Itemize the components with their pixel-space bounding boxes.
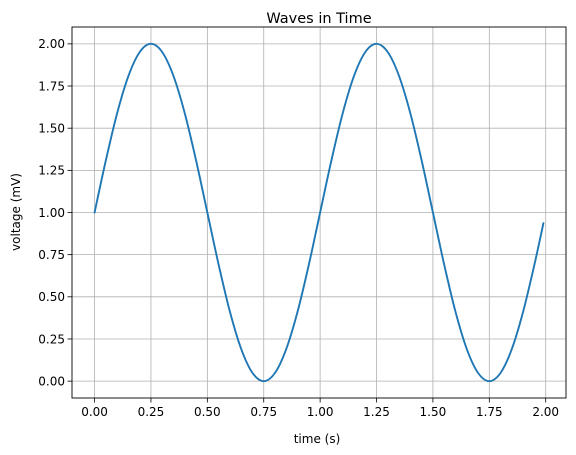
chart-title: Waves in Time [266, 11, 371, 27]
x-axis-label: time (s) [294, 432, 341, 446]
x-tick-label: 1.25 [363, 405, 390, 419]
y-tick-label: 1.75 [38, 79, 65, 93]
y-tick-label: 0.25 [38, 332, 65, 346]
series-line [93, 42, 545, 383]
grid [72, 27, 566, 398]
x-tick-label: 1.50 [420, 405, 447, 419]
y-tick-label: 0.75 [38, 248, 65, 262]
y-axis-ticks: 0.00 0.25 0.50 0.75 1.00 1.25 1.50 1.75 2.00 [38, 37, 72, 388]
x-tick-label: 1.75 [476, 405, 503, 419]
x-tick-label: 1.00 [307, 405, 334, 419]
x-tick-label: 0.75 [250, 405, 277, 419]
x-tick-label: 2.00 [532, 405, 559, 419]
y-axis-label: voltage (mV) [9, 173, 23, 251]
y-tick-label: 0.50 [38, 290, 65, 304]
x-axis-ticks: 0.00 0.25 0.50 0.75 1.00 1.25 1.50 1.75 2.00 [81, 398, 559, 419]
y-tick-label: 1.25 [38, 164, 65, 178]
y-tick-label: 1.50 [38, 121, 65, 135]
x-tick-label: 0.50 [194, 405, 221, 419]
x-tick-label: 0.00 [81, 405, 108, 419]
y-tick-label: 1.00 [38, 206, 65, 220]
y-tick-label: 2.00 [38, 37, 65, 51]
x-tick-label: 0.25 [138, 405, 165, 419]
y-tick-label: 0.00 [38, 374, 65, 388]
